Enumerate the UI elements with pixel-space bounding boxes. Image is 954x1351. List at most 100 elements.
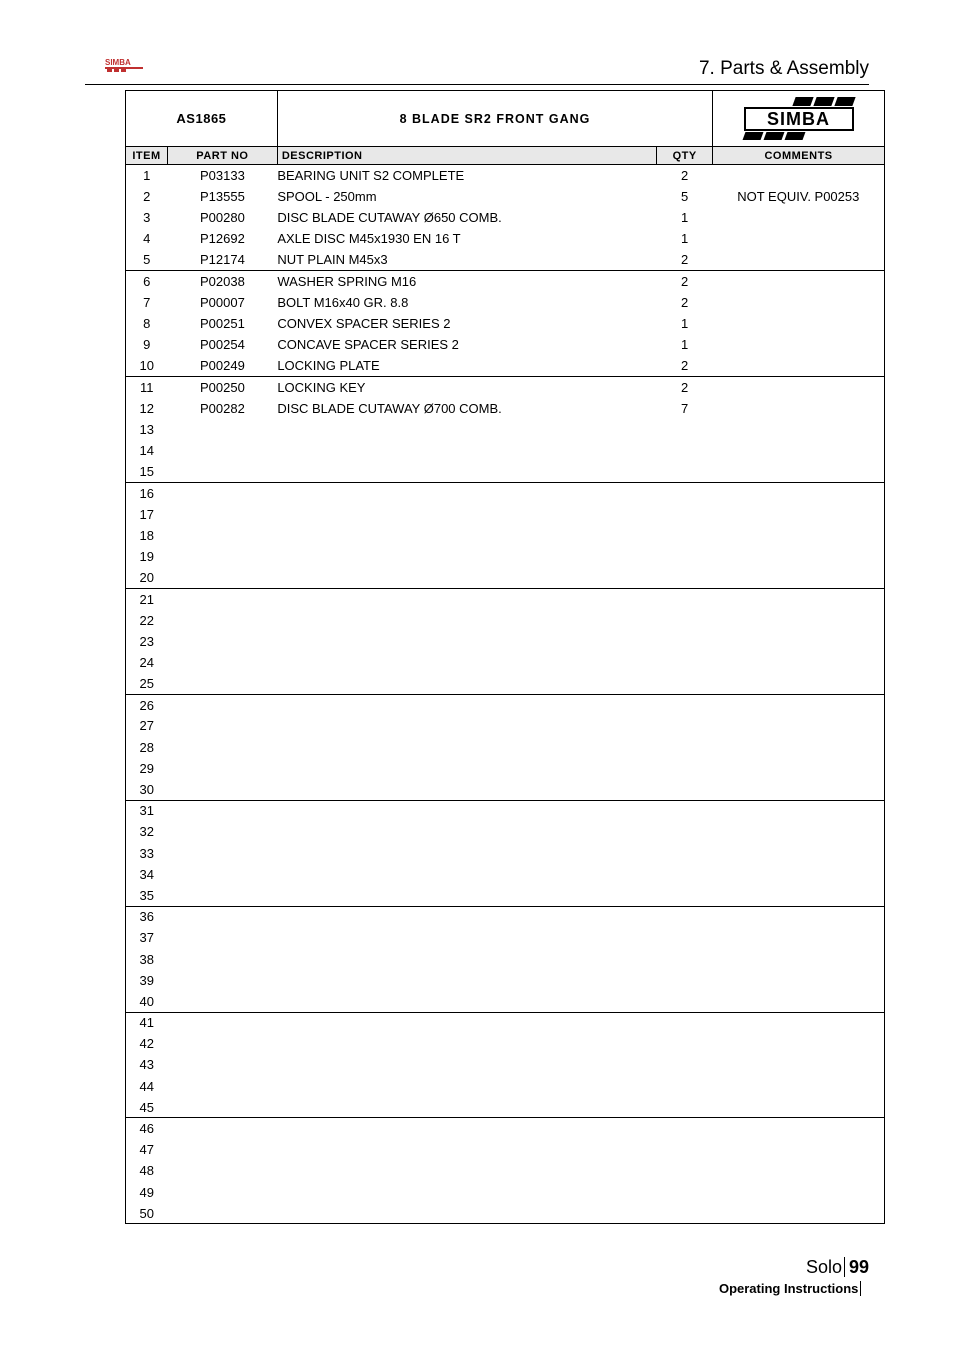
brand-name: SIMBA <box>744 107 854 131</box>
table-row: 43 <box>126 1054 885 1075</box>
cell-comm <box>713 800 885 821</box>
cell-item: 40 <box>126 991 168 1012</box>
cell-part <box>167 546 277 567</box>
cell-item: 8 <box>126 313 168 334</box>
cell-comm <box>713 1203 885 1224</box>
cell-comm <box>713 1033 885 1054</box>
cell-desc <box>277 440 656 461</box>
cell-item: 25 <box>126 673 168 694</box>
cell-desc <box>277 567 656 588</box>
cell-qty <box>657 758 713 779</box>
cell-desc: DISC BLADE CUTAWAY Ø700 COMB. <box>277 398 656 419</box>
cell-comm <box>713 525 885 546</box>
cell-desc <box>277 779 656 800</box>
cell-comm <box>713 270 885 291</box>
cell-part <box>167 673 277 694</box>
cell-item: 2 <box>126 186 168 207</box>
cell-qty: 1 <box>657 228 713 249</box>
table-row: 7P00007BOLT M16x40 GR. 8.82 <box>126 292 885 313</box>
cell-desc <box>277 864 656 885</box>
cell-item: 1 <box>126 165 168 186</box>
cell-item: 9 <box>126 334 168 355</box>
cell-part <box>167 737 277 758</box>
cell-item: 27 <box>126 715 168 736</box>
brand-logo: SIMBA <box>744 97 854 140</box>
cell-comm <box>713 1118 885 1139</box>
cell-part <box>167 1097 277 1118</box>
cell-desc <box>277 673 656 694</box>
cell-part <box>167 1182 277 1203</box>
cell-item: 10 <box>126 355 168 376</box>
cell-item: 20 <box>126 567 168 588</box>
cell-comm <box>713 165 885 186</box>
table-row: 32 <box>126 821 885 842</box>
cell-desc <box>277 1118 656 1139</box>
cell-comm <box>713 609 885 630</box>
cell-desc <box>277 504 656 525</box>
table-row: 35 <box>126 885 885 906</box>
cell-item: 45 <box>126 1097 168 1118</box>
cell-item: 28 <box>126 737 168 758</box>
table-row: 24 <box>126 652 885 673</box>
cell-qty: 2 <box>657 165 713 186</box>
section-title: 7. Parts & Assembly <box>699 58 869 80</box>
cell-qty <box>657 461 713 482</box>
cell-desc <box>277 1054 656 1075</box>
cell-comm <box>713 292 885 313</box>
cell-item: 41 <box>126 1012 168 1033</box>
cell-desc <box>277 970 656 991</box>
table-row: 3P00280DISC BLADE CUTAWAY Ø650 COMB.1 <box>126 207 885 228</box>
cell-part: P00007 <box>167 292 277 313</box>
cell-part: P12692 <box>167 228 277 249</box>
col-header-comm: COMMENTS <box>713 147 885 165</box>
cell-desc: CONCAVE SPACER SERIES 2 <box>277 334 656 355</box>
cell-qty: 5 <box>657 186 713 207</box>
table-row: 22 <box>126 609 885 630</box>
cell-comm <box>713 461 885 482</box>
cell-item: 46 <box>126 1118 168 1139</box>
cell-comm <box>713 906 885 927</box>
cell-comm <box>713 991 885 1012</box>
cell-comm <box>713 398 885 419</box>
cell-part <box>167 588 277 609</box>
table-row: 33 <box>126 843 885 864</box>
brand-logo-cell: SIMBA <box>713 91 885 147</box>
cell-comm <box>713 249 885 270</box>
cell-item: 6 <box>126 270 168 291</box>
cell-comm <box>713 864 885 885</box>
cell-desc <box>277 609 656 630</box>
cell-qty <box>657 652 713 673</box>
cell-item: 39 <box>126 970 168 991</box>
cell-qty <box>657 440 713 461</box>
cell-item: 19 <box>126 546 168 567</box>
cell-item: 32 <box>126 821 168 842</box>
cell-part <box>167 525 277 546</box>
cell-desc <box>277 588 656 609</box>
table-row: 42 <box>126 1033 885 1054</box>
cell-qty <box>657 843 713 864</box>
cell-item: 18 <box>126 525 168 546</box>
cell-qty <box>657 948 713 969</box>
svg-text:SIMBA: SIMBA <box>105 58 131 67</box>
cell-part: P00282 <box>167 398 277 419</box>
cell-qty: 2 <box>657 270 713 291</box>
table-row: 13 <box>126 419 885 440</box>
cell-item: 43 <box>126 1054 168 1075</box>
cell-comm <box>713 1076 885 1097</box>
cell-part <box>167 419 277 440</box>
cell-comm <box>713 546 885 567</box>
cell-qty: 2 <box>657 249 713 270</box>
cell-item: 14 <box>126 440 168 461</box>
cell-comm <box>713 567 885 588</box>
cell-qty <box>657 1160 713 1181</box>
table-row: 29 <box>126 758 885 779</box>
cell-part <box>167 843 277 864</box>
cell-qty <box>657 1097 713 1118</box>
cell-comm <box>713 1097 885 1118</box>
cell-comm: NOT EQUIV. P00253 <box>713 186 885 207</box>
doc-name: Solo <box>806 1257 842 1277</box>
cell-qty <box>657 1182 713 1203</box>
parts-table: AS1865 8 BLADE SR2 FRONT GANG SIMBA ITEM… <box>125 90 885 1224</box>
cell-qty: 1 <box>657 334 713 355</box>
cell-item: 31 <box>126 800 168 821</box>
